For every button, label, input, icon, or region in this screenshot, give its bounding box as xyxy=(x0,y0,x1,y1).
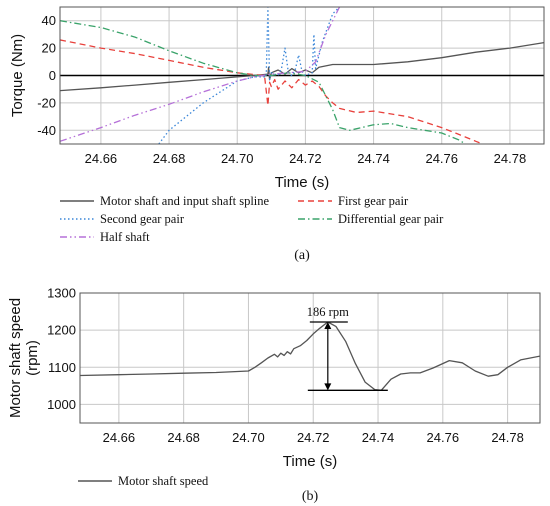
y-tick-label: 0 xyxy=(49,68,56,83)
x-tick-label: 24.74 xyxy=(357,151,390,166)
legend-label: Motor shaft and input shaft spline xyxy=(100,194,270,208)
y-tick-label: -20 xyxy=(37,95,56,110)
legend-label: Motor shaft speed xyxy=(118,474,209,488)
x-tick-label: 24.70 xyxy=(232,430,265,445)
series-group xyxy=(80,321,540,391)
legend-label: Half shaft xyxy=(100,230,150,244)
legend-label: Differential gear pair xyxy=(338,212,444,226)
plot-frame xyxy=(79,292,541,424)
x-tick-label: 24.68 xyxy=(167,430,200,445)
y-tick-label: 1300 xyxy=(47,286,76,301)
series-group xyxy=(60,7,544,144)
x-tick-label: 24.78 xyxy=(491,430,524,445)
y-tick-label: 20 xyxy=(42,41,56,56)
series-line xyxy=(80,321,540,391)
y-tick-label: -40 xyxy=(37,123,56,138)
y-axis-label: Motor shaft speed xyxy=(7,298,24,418)
series-line xyxy=(60,7,341,142)
figure-caption: (b) xyxy=(302,489,319,504)
legend-label: First gear pair xyxy=(338,194,409,208)
x-tick-label: 24.72 xyxy=(289,151,322,166)
x-tick-label: 24.72 xyxy=(297,430,330,445)
legend-label: Second gear pair xyxy=(100,212,185,226)
y-tick-label: 1000 xyxy=(47,397,76,412)
x-tick-label: 24.70 xyxy=(221,151,254,166)
x-tick-label: 24.76 xyxy=(425,151,458,166)
plot-frame xyxy=(59,6,545,145)
x-tick-label: 24.68 xyxy=(153,151,186,166)
x-tick-label: 24.74 xyxy=(362,430,395,445)
annotation-arrowhead-down xyxy=(324,383,332,391)
y-axis-label: Torque (Nm) xyxy=(9,34,26,117)
y-axis-label: (rpm) xyxy=(24,340,41,376)
annotation-label: 186 rpm xyxy=(307,305,349,319)
series-line xyxy=(60,41,544,92)
series-line xyxy=(60,39,483,144)
x-axis-label: Time (s) xyxy=(283,453,337,470)
y-tick-label: 40 xyxy=(42,13,56,28)
motor-speed-chart: 24.66 24.68 24.70 24.72 24.74 24.76 24.78 1300 1… xyxy=(7,286,541,504)
figure-caption: (a) xyxy=(294,248,310,263)
y-tick-label: 1100 xyxy=(48,360,76,375)
plot-area xyxy=(80,293,540,423)
annotation-arrowhead-up xyxy=(324,321,332,329)
x-tick-label: 24.66 xyxy=(103,430,136,445)
x-tick-label: 24.76 xyxy=(427,430,460,445)
x-tick-label: 24.78 xyxy=(494,151,527,166)
x-axis-label: Time (s) xyxy=(275,174,329,191)
torque-chart: 24.66 24.68 24.70 24.72 24.74 24.76 24.78 40 20 0… xyxy=(9,6,545,263)
y-tick-label: 1200 xyxy=(47,323,76,338)
x-tick-label: 24.66 xyxy=(85,151,118,166)
series-line xyxy=(158,7,340,144)
